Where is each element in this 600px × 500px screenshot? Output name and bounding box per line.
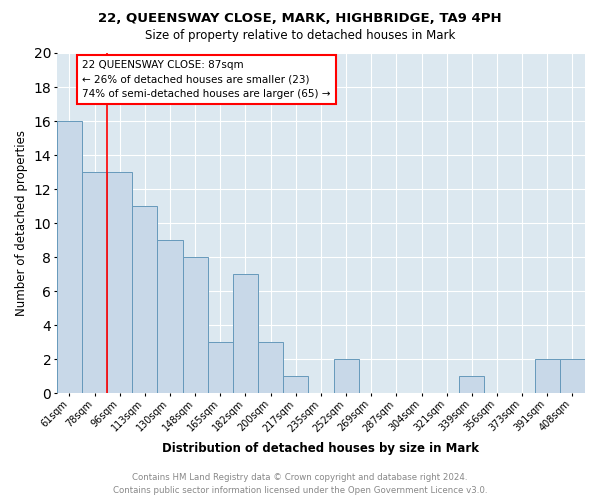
Y-axis label: Number of detached properties: Number of detached properties <box>15 130 28 316</box>
Text: Contains HM Land Registry data © Crown copyright and database right 2024.
Contai: Contains HM Land Registry data © Crown c… <box>113 474 487 495</box>
Text: 22, QUEENSWAY CLOSE, MARK, HIGHBRIDGE, TA9 4PH: 22, QUEENSWAY CLOSE, MARK, HIGHBRIDGE, T… <box>98 12 502 26</box>
Bar <box>535 359 560 393</box>
Bar <box>182 257 208 393</box>
Bar <box>459 376 484 393</box>
Bar <box>560 359 585 393</box>
Text: Size of property relative to detached houses in Mark: Size of property relative to detached ho… <box>145 29 455 42</box>
Bar <box>283 376 308 393</box>
Bar <box>208 342 233 393</box>
X-axis label: Distribution of detached houses by size in Mark: Distribution of detached houses by size … <box>163 442 479 455</box>
Text: 22 QUEENSWAY CLOSE: 87sqm
← 26% of detached houses are smaller (23)
74% of semi-: 22 QUEENSWAY CLOSE: 87sqm ← 26% of detac… <box>82 60 331 98</box>
Bar <box>334 359 359 393</box>
Bar <box>133 206 157 393</box>
Bar <box>107 172 133 393</box>
Bar <box>157 240 182 393</box>
Bar <box>57 121 82 393</box>
Bar <box>233 274 258 393</box>
Bar <box>82 172 107 393</box>
Bar <box>258 342 283 393</box>
